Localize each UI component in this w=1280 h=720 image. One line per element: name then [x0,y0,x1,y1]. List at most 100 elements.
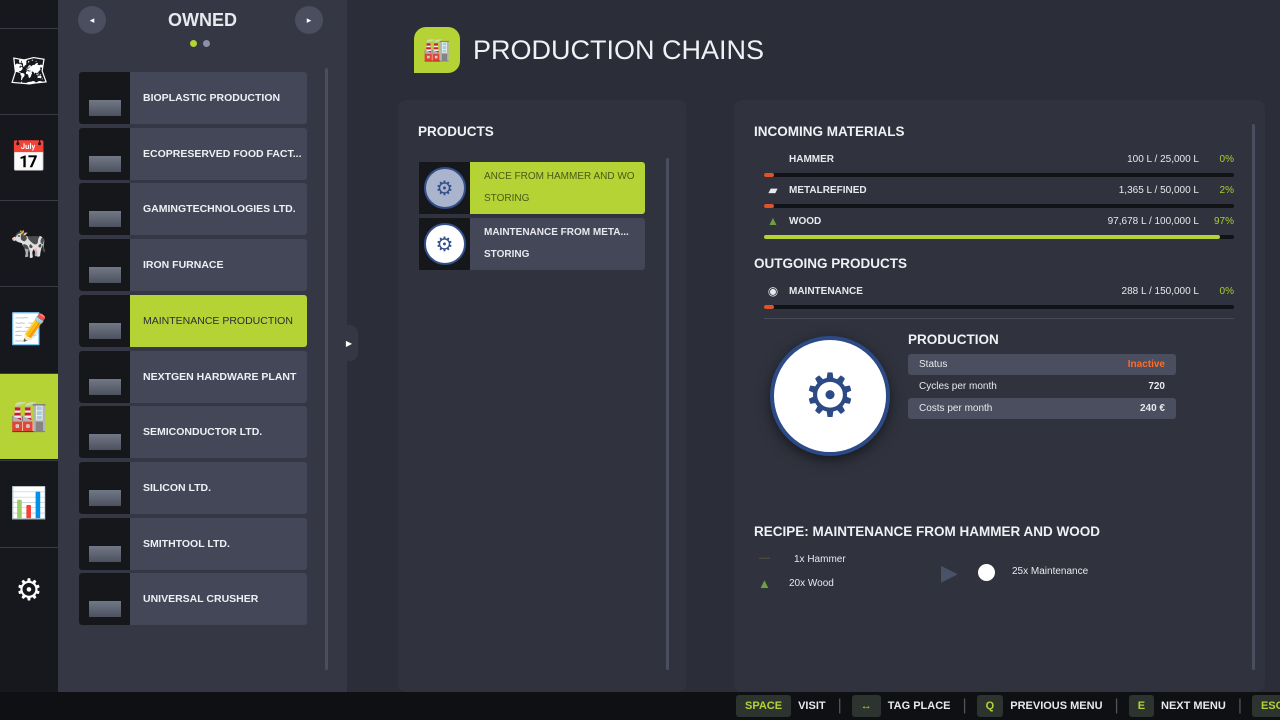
building-thumbnail [79,461,130,514]
production-list-item[interactable]: SILICON LTD. [79,461,307,514]
fill-level-bar [764,173,1234,177]
material-percent: 0% [1219,154,1234,165]
nav-map[interactable]: 🗺 [0,28,58,114]
status-value: Inactive [1127,359,1165,370]
collapse-sidebar-button[interactable]: ▶ [340,325,358,361]
arrow-right-icon: ▶ [941,560,958,585]
material-row: HAMMER 100 L / 25,000 L 0% [764,150,1234,180]
building-thumbnail [79,183,130,236]
costs-row: Costs per month 240 € [908,398,1176,419]
building-thumbnail [79,294,130,347]
calendar-icon: 📅 [10,141,48,174]
recipe-input: 20x Wood [789,578,834,589]
page-dot [203,40,210,47]
page-dot-active [190,40,197,47]
products-title: PRODUCTS [418,124,494,139]
key-hint[interactable]: ESC [1251,695,1280,717]
nav-animals[interactable]: 🐄 [0,200,58,286]
production-name: UNIVERSAL CRUSHER [143,593,259,606]
recipe-title: RECIPE: MAINTENANCE FROM HAMMER AND WOOD [754,524,1100,539]
product-item[interactable]: ⚙ ANCE FROM HAMMER AND WO STORING [419,162,645,214]
material-name: MAINTENANCE [789,286,863,297]
production-list-item[interactable]: BIOPLASTIC PRODUCTION [79,72,307,124]
status-row: Status Inactive [908,354,1176,375]
production-chains-icon: 🏭 [414,27,460,73]
key-action-label[interactable]: PREVIOUS MENU [1010,700,1103,712]
nav-contracts[interactable]: 📝 [0,286,58,372]
material-row: ▰ METALREFINED 1,365 L / 50,000 L 2% [764,181,1234,211]
production-list-item[interactable]: UNIVERSAL CRUSHER [79,573,307,626]
maintenance-icon: ◉ [767,284,779,298]
sidebar-scrollbar[interactable] [325,68,328,670]
cycles-label: Cycles per month [919,381,997,392]
production-icon: 🏭 [10,400,48,433]
material-percent: 0% [1219,286,1234,297]
nav-settings[interactable]: ⚙ [0,547,58,633]
product-name: ANCE FROM HAMMER AND WO [484,171,635,182]
fill-level-bar [764,235,1234,239]
nav-calendar[interactable]: 📅 [0,114,58,200]
fill-level [764,204,774,208]
fill-level [764,173,774,177]
production-name: MAINTENANCE PRODUCTION [143,314,293,327]
building-thumbnail [79,406,130,459]
production-list-item[interactable]: IRON FURNACE [79,239,307,292]
production-list-item[interactable]: ECOPRESERVED FOOD FACT... [79,127,307,180]
products-scrollbar[interactable] [666,158,669,670]
products-panel: PRODUCTS ⚙ ANCE FROM HAMMER AND WO STORIN… [398,100,686,692]
building-thumbnail [79,72,130,124]
product-item[interactable]: ⚙ MAINTENANCE FROM META... STORING [419,218,645,270]
building-thumbnail [79,573,130,626]
building-thumbnail [79,350,130,403]
production-list-item[interactable]: MAINTENANCE PRODUCTION [79,294,307,347]
material-amount: 100 L / 25,000 L [1127,154,1199,165]
key-hint[interactable]: E [1128,695,1155,717]
production-name: SEMICONDUCTOR LTD. [143,426,263,439]
sidebar-title: OWNED [168,10,237,30]
production-list-item[interactable]: SMITHTOOL LTD. [79,517,307,570]
production-list-item[interactable]: NEXTGEN HARDWARE PLANT [79,350,307,403]
key-action-label[interactable]: TAG PLACE [887,700,951,712]
settings-icon: ⚙ [15,574,43,607]
material-name: METALREFINED [789,185,867,196]
key-hint[interactable]: ↔ [851,695,881,717]
incoming-title: INCOMING MATERIALS [754,124,905,139]
material-percent: 97% [1213,216,1234,227]
maintenance-icon: ⚙ [423,167,466,209]
building-thumbnail [79,239,130,292]
details-scrollbar[interactable] [1252,124,1255,670]
tree-icon: ▲ [758,576,771,591]
product-status: STORING [484,249,530,260]
production-list-item[interactable]: GAMINGTECHNOLOGIES LTD. [79,183,307,236]
nav-statistics[interactable]: 📊 [0,460,58,546]
key-action-label[interactable]: VISIT [798,700,826,712]
maintenance-icon [978,564,995,581]
production-title: PRODUCTION [908,332,999,347]
key-hint[interactable]: Q [976,695,1004,717]
key-action-label[interactable]: NEXT MENU [1161,700,1226,712]
maintenance-production-icon: ⚙ [770,336,890,456]
material-name: HAMMER [789,154,834,165]
nav-production[interactable]: 🏭 [0,373,58,459]
product-status: STORING [484,193,530,204]
production-name: BIOPLASTIC PRODUCTION [143,92,281,104]
page-title: PRODUCTION CHAINS [473,35,765,65]
production-list-item[interactable]: SEMICONDUCTOR LTD. [79,406,307,459]
costs-value: 240 € [1139,403,1165,414]
key-hint[interactable]: SPACE [736,695,792,717]
fill-level-bar [764,204,1234,208]
map-icon: 🗺 [9,55,49,88]
maintenance-icon: ⚙ [423,223,466,265]
fill-level [764,235,1220,239]
material-amount: 97,678 L / 100,000 L [1107,216,1199,227]
production-name: IRON FURNACE [143,259,224,272]
costs-label: Costs per month [919,403,993,414]
statistics-icon: 📊 [10,487,48,520]
next-page-button[interactable]: ▸ [295,6,323,34]
building-thumbnail [79,127,130,180]
main-nav-bar: 🗺 📅 🐄 📝 🏭 📊 ⚙ [0,0,58,692]
material-amount: 288 L / 150,000 L [1121,286,1199,297]
material-name: WOOD [789,216,822,227]
material-percent: 2% [1219,185,1234,196]
prev-page-button[interactable]: ◂ [78,6,106,34]
